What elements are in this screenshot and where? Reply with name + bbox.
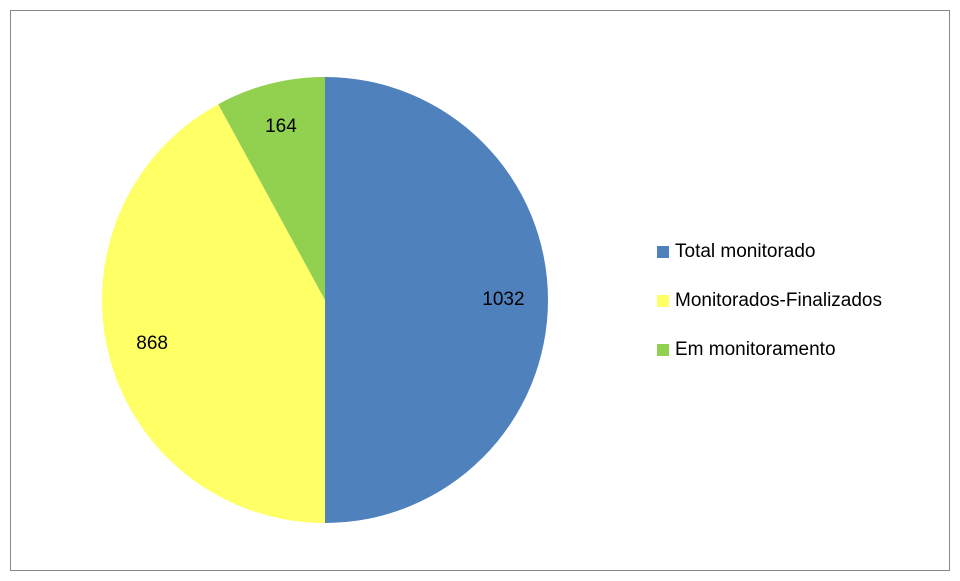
pie-slice: [325, 77, 548, 523]
legend-swatch: [657, 295, 669, 307]
pie-slice: [218, 77, 325, 300]
pie-slice: [101, 104, 325, 524]
legend-label: Em monitoramento: [675, 339, 836, 360]
data-label: 868: [136, 333, 168, 354]
legend-swatch: [657, 246, 669, 258]
data-label: 164: [265, 116, 297, 137]
legend-label: Total monitorado: [675, 241, 815, 262]
legend-swatch: [657, 344, 669, 356]
legend-label: Monitorados-Finalizados: [675, 290, 882, 311]
data-label: 1032: [482, 289, 524, 310]
